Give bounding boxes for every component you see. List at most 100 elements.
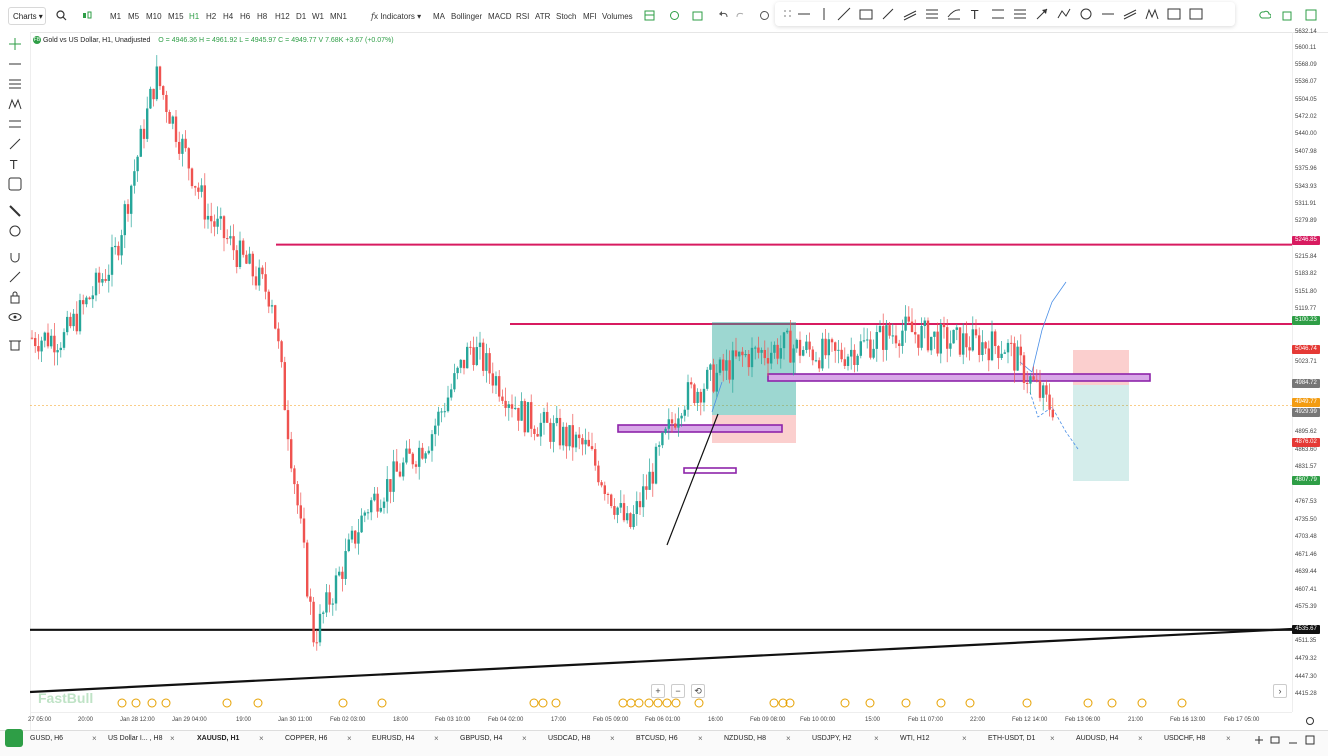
timeframe-h6[interactable]: H6 bbox=[240, 12, 251, 21]
event-marker-icon[interactable] bbox=[865, 698, 875, 708]
reset-icon[interactable] bbox=[759, 10, 770, 21]
reset-zoom-button[interactable]: ⟲ bbox=[691, 684, 705, 698]
event-marker-icon[interactable] bbox=[551, 698, 561, 708]
line-tool-icon[interactable] bbox=[8, 57, 22, 71]
fib-icon[interactable] bbox=[925, 7, 939, 21]
study-mfi[interactable]: MFI bbox=[583, 12, 597, 21]
timeframe-h4[interactable]: H4 bbox=[223, 12, 234, 21]
timeframe-m15[interactable]: M15 bbox=[168, 12, 184, 21]
trend-segment[interactable] bbox=[666, 413, 719, 546]
projection-path[interactable] bbox=[1019, 281, 1067, 373]
timeframe-h12[interactable]: H12 bbox=[275, 12, 290, 21]
event-marker-icon[interactable] bbox=[222, 698, 232, 708]
event-marker-icon[interactable] bbox=[785, 698, 795, 708]
candle-type-icon[interactable] bbox=[82, 10, 93, 21]
timeframe-h1[interactable]: H1 bbox=[189, 12, 200, 21]
pitchfork-icon[interactable] bbox=[991, 7, 1005, 21]
close-tab-icon[interactable]: × bbox=[92, 734, 97, 743]
pattern-icon[interactable] bbox=[1145, 7, 1159, 21]
event-marker-icon[interactable] bbox=[377, 698, 387, 708]
gann-icon[interactable] bbox=[947, 7, 961, 21]
event-marker-icon[interactable] bbox=[1022, 698, 1032, 708]
close-tab-icon[interactable]: × bbox=[170, 734, 175, 743]
magnet-icon[interactable] bbox=[8, 250, 22, 264]
study-stoch[interactable]: Stoch bbox=[556, 12, 577, 21]
symbol-tab[interactable]: USDJPY, H2 bbox=[812, 735, 852, 742]
symbol-tab[interactable]: NZDUSD, H8 bbox=[724, 735, 767, 742]
arrow-icon[interactable] bbox=[1035, 7, 1049, 21]
event-marker-icon[interactable] bbox=[671, 698, 681, 708]
study-bollinger[interactable]: Bollinger bbox=[451, 12, 483, 21]
levels-icon[interactable] bbox=[1013, 7, 1027, 21]
close-tab-icon[interactable]: × bbox=[698, 734, 703, 743]
settings-icon[interactable] bbox=[1305, 716, 1315, 726]
event-marker-icon[interactable] bbox=[901, 698, 911, 708]
circle-icon[interactable] bbox=[1079, 7, 1093, 21]
event-marker-icon[interactable] bbox=[161, 698, 171, 708]
event-marker-icon[interactable] bbox=[1083, 698, 1093, 708]
event-marker-icon[interactable] bbox=[131, 698, 141, 708]
close-tab-icon[interactable]: × bbox=[786, 734, 791, 743]
symbol-tab[interactable]: GBPUSD, H4 bbox=[460, 735, 503, 742]
event-marker-icon[interactable] bbox=[529, 698, 539, 708]
close-tab-icon[interactable]: × bbox=[874, 734, 879, 743]
ray-icon[interactable] bbox=[1101, 7, 1115, 21]
fullscreen-icon[interactable] bbox=[1305, 9, 1317, 21]
symbol-tab[interactable]: USDCAD, H8 bbox=[548, 735, 591, 742]
close-tab-icon[interactable]: × bbox=[259, 734, 264, 743]
timeframe-w1[interactable]: W1 bbox=[312, 12, 324, 21]
supply-demand-box[interactable] bbox=[767, 373, 1151, 382]
symbol-tab[interactable]: COPPER, H6 bbox=[285, 735, 328, 742]
app-home-button[interactable] bbox=[5, 729, 23, 747]
ruler-icon[interactable] bbox=[8, 204, 22, 218]
indicators-button[interactable]: fx Indicators ▾ bbox=[371, 12, 422, 21]
vertical-line-icon[interactable] bbox=[817, 7, 831, 21]
drag-handle-icon[interactable] bbox=[781, 7, 795, 21]
tab-layout-icon[interactable] bbox=[1270, 735, 1280, 745]
minimize-icon[interactable] bbox=[1288, 735, 1298, 745]
channel-icon[interactable] bbox=[903, 7, 917, 21]
symbol-tab[interactable]: XAUUSD, H1 bbox=[197, 735, 240, 742]
study-volumes[interactable]: Volumes bbox=[602, 12, 633, 21]
lock-icon[interactable] bbox=[8, 290, 22, 304]
charts-menu-button[interactable]: Charts ▾ bbox=[8, 7, 46, 25]
symbol-tab[interactable]: GUSD, H6 bbox=[30, 735, 64, 742]
scroll-right-button[interactable]: › bbox=[1273, 684, 1287, 698]
close-tab-icon[interactable]: × bbox=[1138, 734, 1143, 743]
cloud-icon[interactable] bbox=[1259, 9, 1271, 21]
close-tab-icon[interactable]: × bbox=[522, 734, 527, 743]
lock-draw-icon[interactable] bbox=[8, 270, 22, 284]
redo-icon[interactable] bbox=[735, 10, 746, 21]
supply-demand-box[interactable] bbox=[617, 424, 783, 433]
rising-trend-line[interactable] bbox=[30, 627, 1292, 694]
event-marker-icon[interactable] bbox=[1177, 698, 1187, 708]
event-marker-icon[interactable] bbox=[653, 698, 663, 708]
event-marker-icon[interactable] bbox=[694, 698, 704, 708]
calendar-icon[interactable] bbox=[692, 10, 703, 21]
layout-icon[interactable] bbox=[644, 10, 655, 21]
event-marker-icon[interactable] bbox=[538, 698, 548, 708]
projection-path[interactable] bbox=[1029, 391, 1079, 450]
undo-icon[interactable] bbox=[718, 10, 729, 21]
event-marker-icon[interactable] bbox=[117, 698, 127, 708]
brush-tool-icon[interactable] bbox=[8, 137, 22, 151]
levels-tool-icon[interactable] bbox=[8, 117, 22, 131]
text-tool-icon[interactable]: T bbox=[8, 157, 22, 171]
alert-icon[interactable] bbox=[669, 10, 680, 21]
timeframe-h8[interactable]: H8 bbox=[257, 12, 268, 21]
horizontal-line-icon[interactable] bbox=[797, 7, 811, 21]
event-marker-icon[interactable] bbox=[1137, 698, 1147, 708]
trend-line-icon[interactable] bbox=[837, 7, 851, 21]
fib-tool-icon[interactable] bbox=[8, 77, 22, 91]
trash-icon[interactable] bbox=[8, 337, 22, 351]
timeframe-d1[interactable]: D1 bbox=[296, 12, 307, 21]
profit-zone[interactable] bbox=[1073, 385, 1129, 481]
close-tab-icon[interactable]: × bbox=[347, 734, 352, 743]
close-tab-icon[interactable]: × bbox=[1050, 734, 1055, 743]
event-marker-icon[interactable] bbox=[618, 698, 628, 708]
study-macd[interactable]: MACD bbox=[488, 12, 512, 21]
study-atr[interactable]: ATR bbox=[535, 12, 551, 21]
symbol-tab[interactable]: WTI, H12 bbox=[900, 735, 930, 742]
eye-icon[interactable] bbox=[8, 310, 22, 324]
rectangle-icon[interactable] bbox=[859, 7, 873, 21]
